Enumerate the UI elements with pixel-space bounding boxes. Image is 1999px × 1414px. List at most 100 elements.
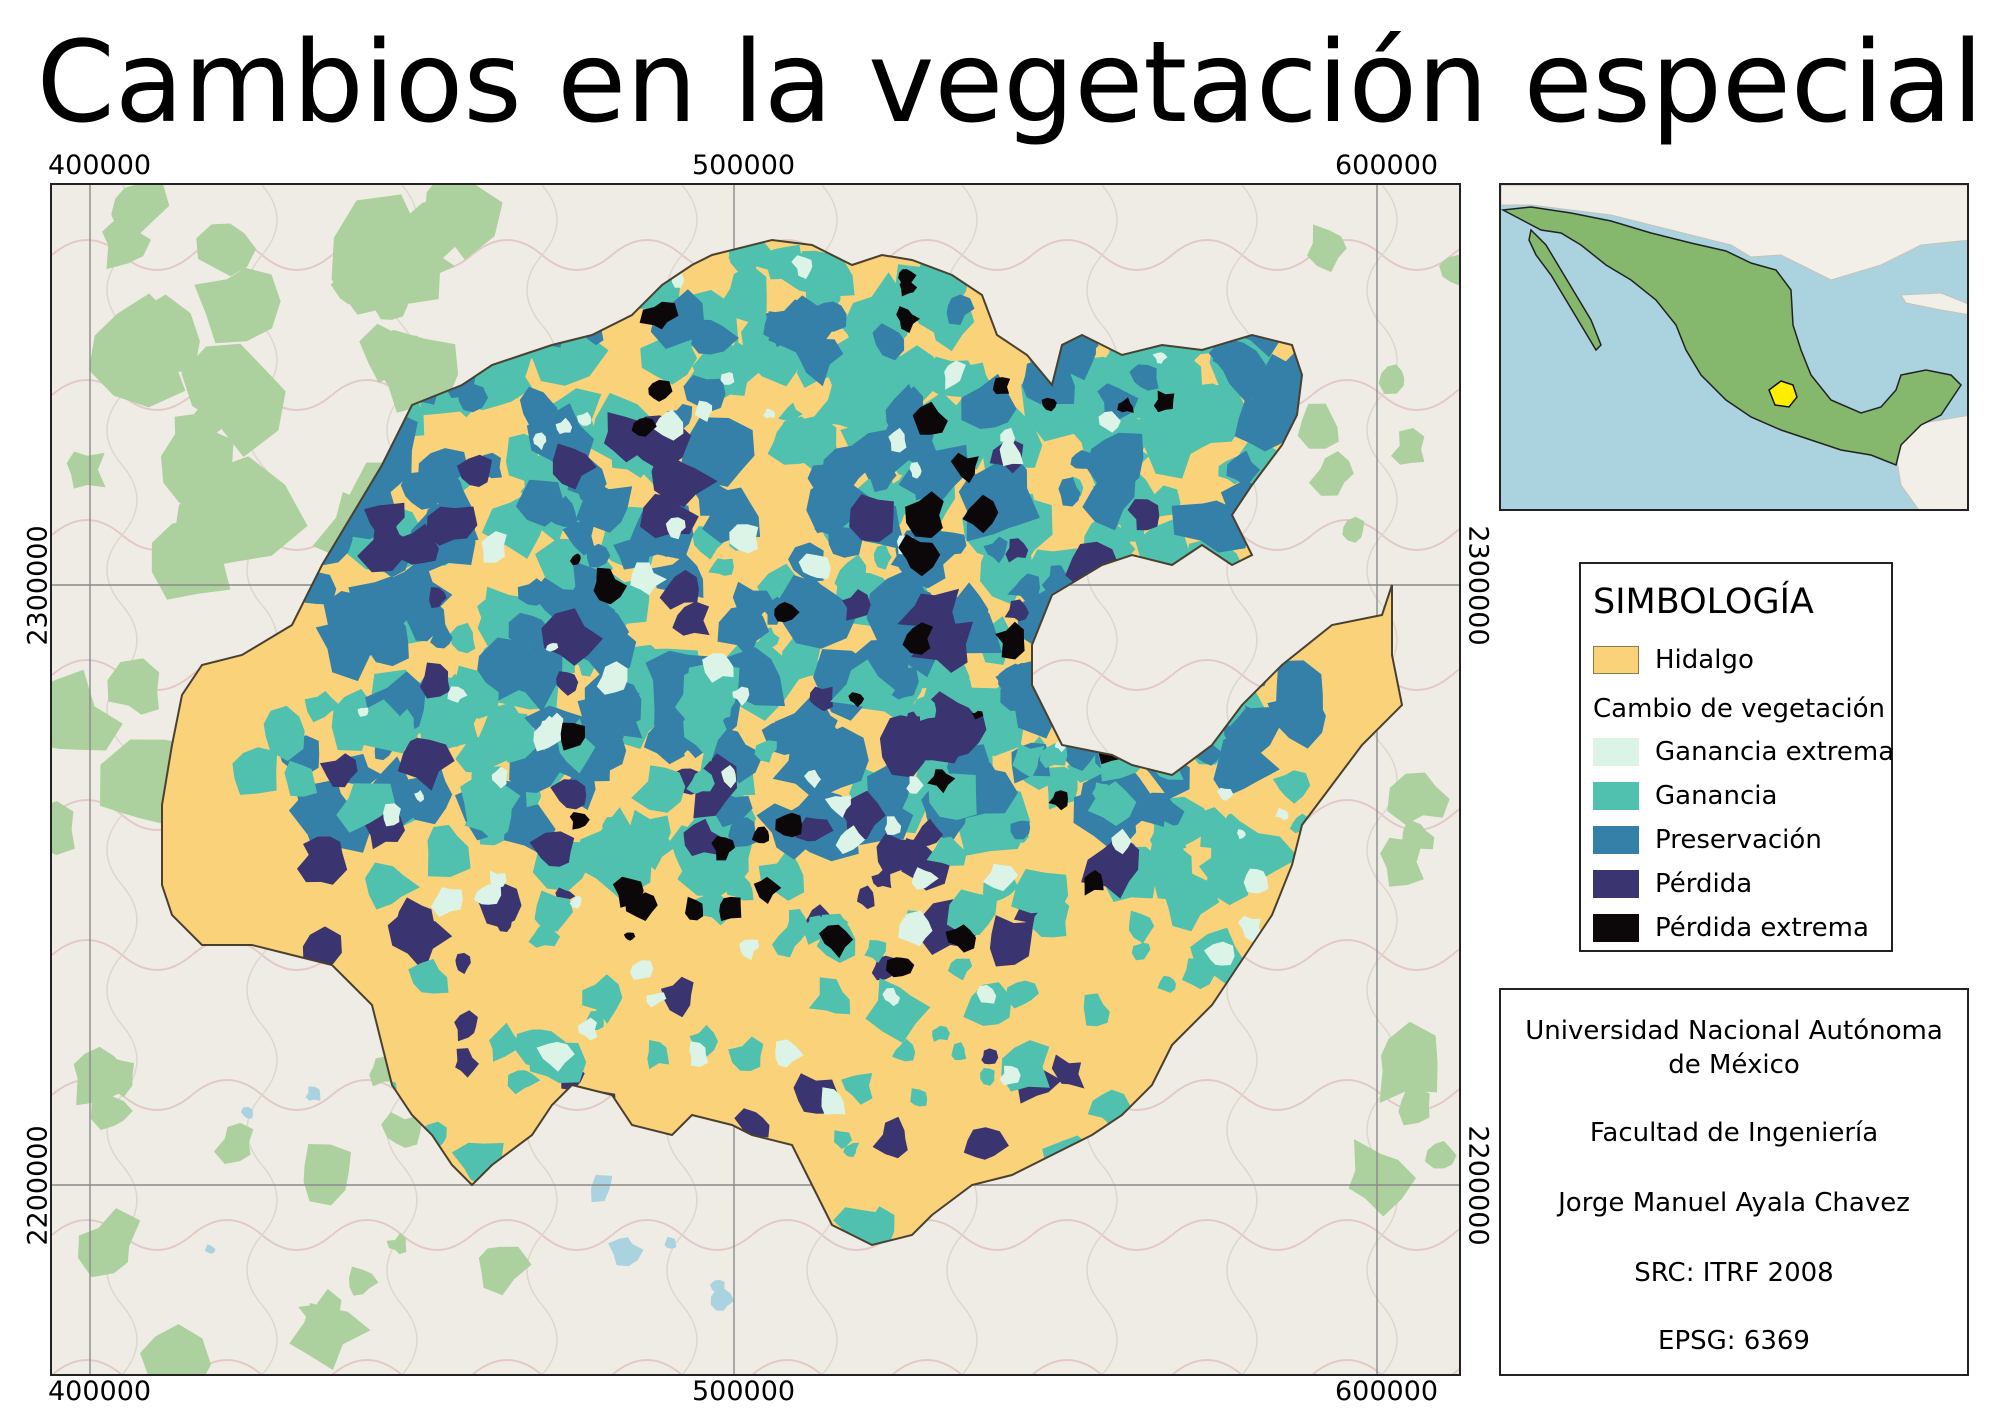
vegetation-ganancia xyxy=(708,558,734,576)
vegetation-preservacion xyxy=(1234,396,1298,452)
forest-patch xyxy=(1424,1141,1457,1169)
vegetation-ganancia-extrema xyxy=(1237,915,1262,943)
forest-patch xyxy=(369,1056,396,1087)
credits-src: SRC: ITRF 2008 xyxy=(1634,1258,1834,1288)
vegetation-preservacion xyxy=(869,464,897,492)
forest-patch xyxy=(66,451,106,489)
vegetation-ganancia-extrema xyxy=(545,643,559,652)
vegetation-ganancia xyxy=(980,1068,995,1086)
vegetation-preservacion xyxy=(1129,364,1159,391)
water-body xyxy=(710,1288,735,1311)
vegetation-ganancia xyxy=(505,433,539,481)
vegetation-perdida xyxy=(897,588,960,635)
vegetation-perdida xyxy=(672,601,710,636)
vegetation-perdida xyxy=(426,506,478,546)
vegetation-perdida-extrema xyxy=(848,692,865,708)
vegetation-ganancia-extrema xyxy=(1152,352,1168,364)
vegetation-preservacion xyxy=(939,531,967,556)
forest-patch xyxy=(194,267,281,344)
vegetation-perdida-extrema xyxy=(1084,870,1104,896)
vegetation-preservacion xyxy=(1058,477,1081,507)
vegetation-perdida-extrema xyxy=(774,601,800,623)
vegetation-ganancia xyxy=(772,925,802,958)
vegetation-ganancia xyxy=(830,659,896,708)
vegetation-ganancia xyxy=(489,1022,523,1062)
vegetation-ganancia xyxy=(1140,843,1196,901)
vegetation-perdida xyxy=(387,911,453,973)
vegetation-ganancia-extrema xyxy=(474,883,502,905)
legend-swatch-perdida-extrema xyxy=(1593,914,1639,942)
vegetation-perdida xyxy=(849,494,894,543)
vegetation-ganancia-extrema xyxy=(835,825,866,855)
forest-patch xyxy=(52,669,123,751)
vegetation-perdida xyxy=(857,885,875,910)
vegetation-preservacion xyxy=(728,817,759,847)
vegetation-ganancia xyxy=(1210,813,1244,848)
legend-item-ganancia-extrema: Ganancia extrema xyxy=(1593,736,1894,768)
vegetation-ganancia xyxy=(948,958,973,981)
vegetation-ganancia xyxy=(1083,993,1110,1027)
forest-patch xyxy=(213,1122,254,1164)
vegetation-ganancia-extrema xyxy=(576,411,592,426)
vegetation-ganancia-extrema xyxy=(982,863,1019,892)
vegetation-ganancia-extrema xyxy=(630,960,654,980)
vegetation-perdida-extrema xyxy=(885,957,915,978)
legend-item-hidalgo: Hidalgo xyxy=(1593,644,1754,676)
vegetation-preservacion xyxy=(1213,734,1280,798)
vegetation-ganancia xyxy=(946,889,998,935)
forest-patch xyxy=(1387,772,1450,825)
vegetation-perdida xyxy=(913,818,943,848)
forest-patch xyxy=(1297,403,1339,449)
forest-patch xyxy=(374,294,409,320)
forest-patch xyxy=(52,801,75,855)
vegetation-preservacion xyxy=(1062,329,1097,381)
vegetation-ganancia-extrema xyxy=(1216,787,1234,801)
vegetation-preservacion xyxy=(1262,353,1311,401)
vegetation-preservacion xyxy=(613,538,650,570)
forest-patch xyxy=(386,1232,407,1255)
vegetation-perdida xyxy=(357,518,418,573)
vegetation-preservacion xyxy=(779,575,859,649)
vegetation-ganancia-extrema xyxy=(665,517,686,540)
vegetation-preservacion xyxy=(691,319,739,355)
vegetation-perdida xyxy=(981,1048,999,1065)
inset-map-canvas xyxy=(1501,185,1967,509)
vegetation-perdida xyxy=(659,569,699,610)
vegetation-preservacion xyxy=(1226,450,1261,488)
main-map[interactable] xyxy=(50,183,1461,1376)
vegetation-perdida xyxy=(556,671,579,696)
vegetation-perdida xyxy=(454,1010,478,1042)
vegetation-perdida-extrema xyxy=(905,491,944,538)
vegetation-preservacion xyxy=(546,495,578,527)
vegetation-ganancia xyxy=(730,341,756,374)
vegetation-perdida-extrema xyxy=(639,301,679,330)
vegetation-preservacion xyxy=(666,403,693,430)
forest-patch xyxy=(368,329,459,413)
vegetation-ganancia xyxy=(640,338,698,385)
vegetation-perdida-extrema xyxy=(927,769,956,794)
vegetation-ganancia xyxy=(720,264,767,323)
vegetation-ganancia-extrema xyxy=(729,524,759,554)
y-tick-right-1: 2300000 xyxy=(1462,525,1494,646)
vegetation-perdida xyxy=(550,779,587,810)
vegetation-ganancia xyxy=(1128,910,1155,944)
vegetation-preservacion xyxy=(679,417,755,487)
vegetation-ganancia xyxy=(630,809,671,850)
vegetation-preservacion xyxy=(1208,336,1266,404)
vegetation-preservacion xyxy=(881,635,910,664)
vegetation-preservacion xyxy=(806,480,873,534)
vegetation-ganancia-extrema xyxy=(763,408,776,419)
vegetation-perdida xyxy=(1005,538,1029,563)
legend-title: SIMBOLOGÍA xyxy=(1593,582,1814,622)
legend-label-hidalgo: Hidalgo xyxy=(1655,645,1754,675)
vegetation-preservacion xyxy=(946,294,975,325)
vegetation-ganancia xyxy=(1131,942,1151,961)
vegetation-ganancia-extrema xyxy=(720,372,735,385)
vegetation-perdida xyxy=(872,1116,908,1159)
vegetation-ganancia xyxy=(843,1142,860,1158)
vegetation-perdida-extrema xyxy=(751,826,770,844)
vegetation-ganancia xyxy=(1092,782,1110,800)
legend-item-perdida: Pérdida xyxy=(1593,868,1752,900)
vegetation-ganancia-extrema xyxy=(447,686,468,703)
forest-patch xyxy=(1307,224,1347,273)
